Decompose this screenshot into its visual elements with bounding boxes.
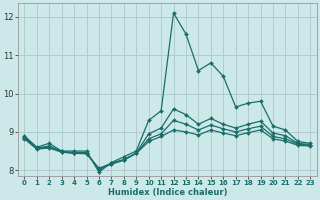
X-axis label: Humidex (Indice chaleur): Humidex (Indice chaleur) bbox=[108, 188, 227, 197]
